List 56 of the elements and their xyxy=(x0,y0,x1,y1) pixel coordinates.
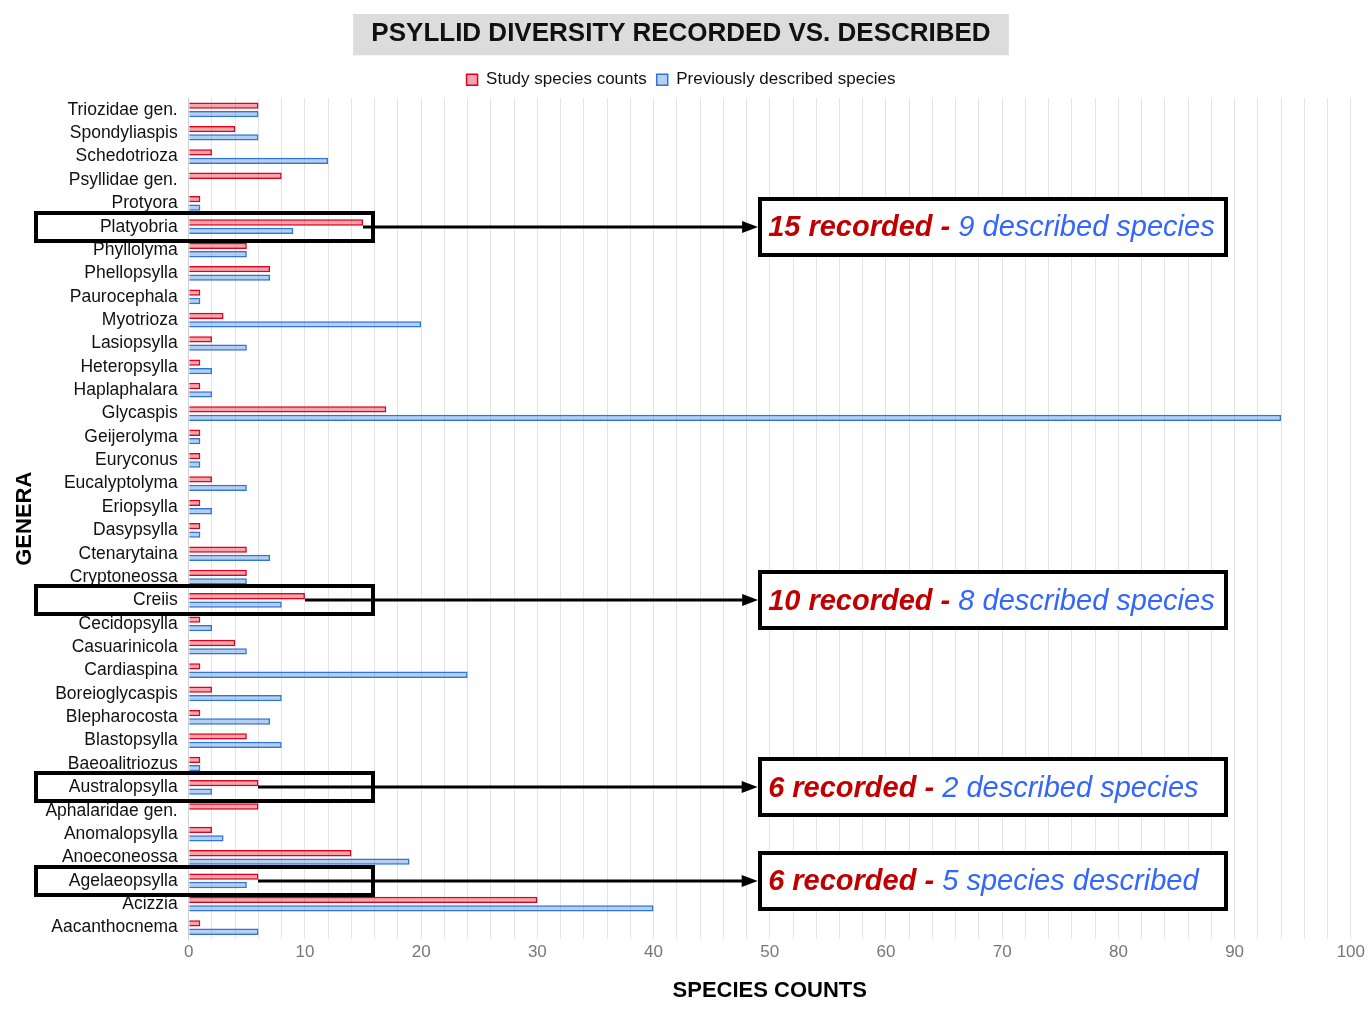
y-tick-label: Cryptoneossa xyxy=(69,565,178,586)
y-tick-label: Boreioglycaspis xyxy=(55,682,178,703)
y-tick-label: Creiis xyxy=(132,589,178,610)
y-tick-label: Protyora xyxy=(111,192,178,213)
y-tick-label: Paurocephala xyxy=(69,285,178,306)
y-tick-label: Phellopsylla xyxy=(84,262,178,283)
legend-label: Study species counts xyxy=(486,69,647,89)
x-tick-label: 20 xyxy=(411,942,431,962)
y-tick-label: Geijerolyma xyxy=(84,425,178,446)
annotation: 6 recorded - 5 species described xyxy=(768,864,1199,898)
y-tick-label: Schedotrioza xyxy=(75,145,178,166)
y-tick-label: Eucalyptolyma xyxy=(63,472,178,493)
y-tick-label: Acizzia xyxy=(122,892,178,913)
y-tick-label: Aacanthocnema xyxy=(51,916,178,937)
y-tick-label: Haplaphalara xyxy=(73,379,178,400)
y-tick-label: Myotrioza xyxy=(101,308,178,329)
y-tick-label: Blastopsylla xyxy=(84,729,178,750)
y-tick-label: Triozidae gen. xyxy=(67,98,178,119)
x-tick-label: 60 xyxy=(876,942,896,962)
y-tick-label: Cecidopsylla xyxy=(78,612,178,633)
y-tick-label: Spondyliaspis xyxy=(69,122,178,143)
y-tick-label: Blepharocosta xyxy=(65,706,178,727)
y-tick-label: Australopsylla xyxy=(68,776,178,797)
y-tick-label: Glycaspis xyxy=(101,402,178,423)
y-tick-label: Agelaeopsylla xyxy=(68,869,178,890)
y-tick-label: Casuarinicola xyxy=(71,636,178,657)
y-tick-label: Eriopsylla xyxy=(101,495,178,516)
x-tick-label: 80 xyxy=(1108,942,1128,962)
x-tick-label: 10 xyxy=(295,942,315,962)
x-tick-label: 70 xyxy=(992,942,1012,962)
y-tick-label: Platyobria xyxy=(99,215,178,236)
x-tick-label: 0 xyxy=(183,942,194,962)
y-tick-label: Cardiaspina xyxy=(84,659,178,680)
y-axis-title: GENERA xyxy=(11,471,37,566)
y-tick-label: Ctenarytaina xyxy=(78,542,178,563)
y-tick-label: Lasiopsylla xyxy=(91,332,178,353)
y-tick-label: Psyllidae gen. xyxy=(68,168,178,189)
annotation: 15 recorded - 9 described species xyxy=(768,210,1215,244)
y-tick-label: Euryconus xyxy=(95,449,178,470)
y-tick-label: Baeoalitriozus xyxy=(67,752,178,773)
annotation: 6 recorded - 2 described species xyxy=(768,770,1199,804)
chart-title: PSYLLID DIVERSITY RECORDED VS. DESCRIBED xyxy=(371,16,991,47)
x-tick-label: 30 xyxy=(527,942,547,962)
x-tick-label: 100 xyxy=(1336,942,1366,962)
y-tick-label: Anoeconeossa xyxy=(61,846,178,867)
y-tick-label: Phyllolyma xyxy=(93,238,178,259)
y-tick-label: Aphalaridae gen. xyxy=(45,799,178,820)
x-tick-label: 90 xyxy=(1225,942,1245,962)
y-tick-label: Anomalopsylla xyxy=(63,822,178,843)
y-tick-label: Dasypsylla xyxy=(93,519,178,540)
y-tick-label: Heteropsylla xyxy=(80,355,178,376)
annotation: 10 recorded - 8 described species xyxy=(768,583,1215,617)
x-tick-label: 40 xyxy=(644,942,664,962)
x-axis-title: SPECIES COUNTS xyxy=(672,976,867,1002)
legend-label: Previously described species xyxy=(676,69,896,89)
x-tick-label: 50 xyxy=(760,942,780,962)
